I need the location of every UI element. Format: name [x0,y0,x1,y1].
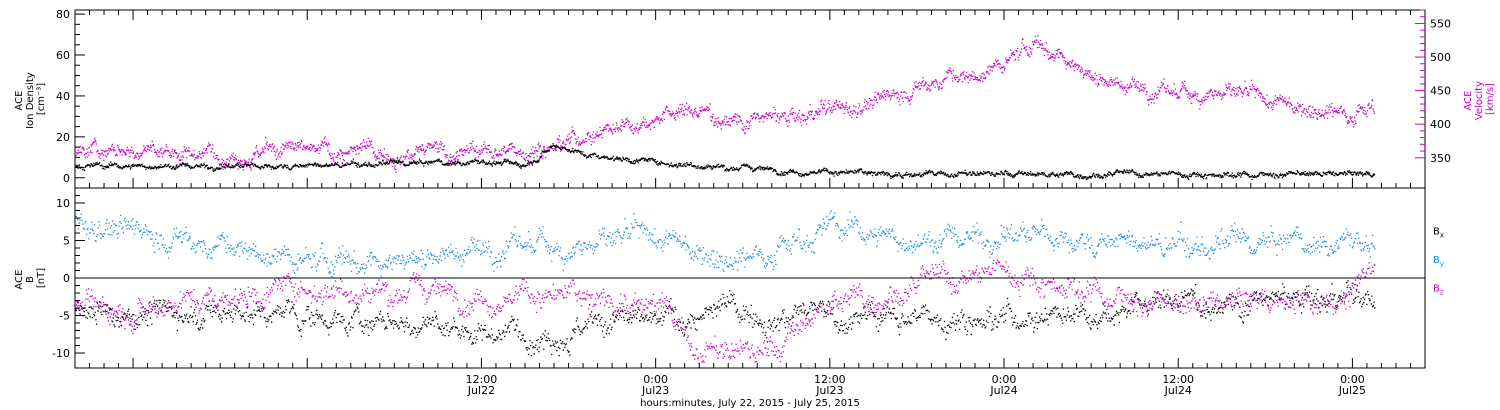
density-tick-label: 0 [63,172,70,185]
field-axis: -10 -5 0 5 10 [52,187,85,360]
by-series [75,210,1376,278]
date-tick-label: Jul23 [815,384,843,397]
velocity-tick-label: 550 [1430,17,1451,30]
density-tick-label: 60 [56,49,70,62]
density-velocity-panel: 0 20 40 60 80 350 400 450 500 550 ACE Ion Densit… [14,8,1496,189]
density-series [75,143,1375,180]
velocity-tick-label: 500 [1430,51,1451,64]
date-tick-label: Jul25 [1338,384,1366,397]
density-tick-label: 20 [56,131,70,144]
velocity-series [75,35,1375,173]
field-tick-label: -10 [52,347,70,360]
time-tick-label: 12:00 [466,373,498,386]
top-panel-data [75,35,1375,180]
time-tick-label: 0:00 [1340,373,1365,386]
time-axis-label: hours:minutes, July 22, 2015 - July 25, … [640,398,860,409]
date-tick-label: Jul24 [1164,384,1192,397]
bottom-panel-data [75,210,1425,368]
date-tick-label: Jul23 [641,384,669,397]
time-tick-label: 12:00 [814,373,846,386]
velocity-tick-label: 400 [1430,118,1451,131]
legend-item-bx: Bx [1433,227,1444,240]
field-tick-label: -5 [59,310,70,323]
velocity-tick-label: 350 [1430,152,1451,165]
time-tick-label: 12:00 [1162,373,1194,386]
date-tick-label: Jul22 [467,384,495,397]
time-tick-label: 0:00 [643,373,668,386]
density-tick-label: 80 [56,8,70,21]
magnetic-field-panel: -10 -5 0 5 10 ACE B [nT] Bx By Bz [14,187,1444,369]
bz-series [75,259,1376,368]
field-tick-label: 5 [63,235,70,248]
density-axis: 0 20 40 60 80 [56,8,85,185]
velocity-axis-label: ACE Velocity [km/s] [1463,78,1496,120]
time-axis: 12:00Jul220:00Jul2312:00Jul230:00Jul2412… [74,10,1426,397]
velocity-tick-label: 450 [1430,85,1451,98]
field-tick-label: 10 [56,197,70,210]
legend-item-bz: Bz [1433,284,1444,297]
time-tick-label: 0:00 [992,373,1017,386]
density-axis-label: ACE Ion Density [cm⁻³] [14,69,47,129]
field-axis-label: ACE B [nT] [14,266,47,289]
field-tick-label: 0 [63,272,70,285]
top-panel-frame [74,9,1426,189]
velocity-axis: 350 400 450 500 550 [1415,9,1451,165]
field-legend: Bx By Bz [1433,227,1444,297]
date-tick-label: Jul24 [989,384,1017,397]
bx-series [75,280,1376,357]
density-tick-label: 40 [56,90,70,103]
legend-item-by: By [1433,255,1444,268]
